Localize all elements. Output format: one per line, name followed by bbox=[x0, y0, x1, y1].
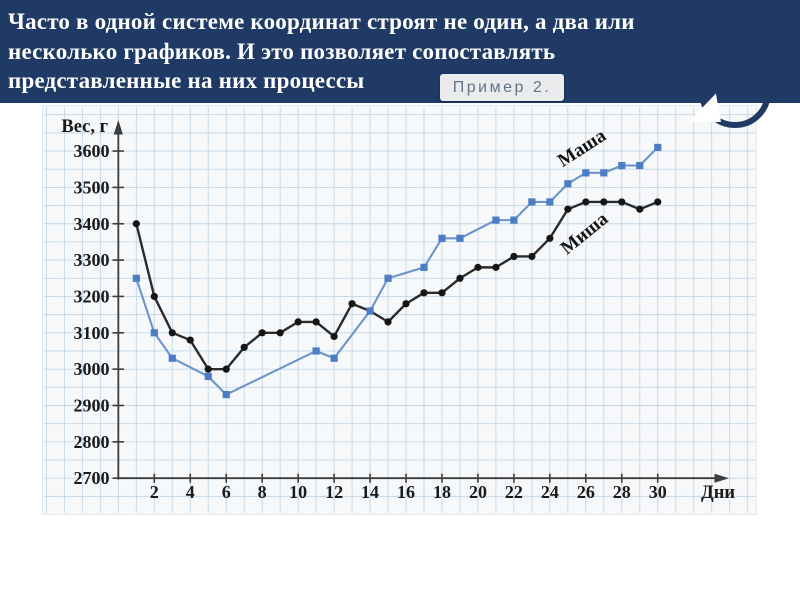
y-tick-label: 3300 bbox=[74, 250, 110, 270]
data-point-миша bbox=[528, 252, 536, 261]
x-tick-label: 8 bbox=[258, 482, 267, 502]
data-point-миша bbox=[438, 289, 446, 297]
y-tick-label: 3000 bbox=[74, 359, 110, 379]
data-point-миша bbox=[492, 263, 500, 271]
y-tick-label: 2800 bbox=[74, 432, 110, 452]
chart-panel: 2700 2800 2900 3000 3100 3200 3300 3400 3500 3600… bbox=[42, 105, 757, 515]
data-point-миша bbox=[564, 205, 572, 213]
x-tick-label: 18 bbox=[433, 482, 451, 502]
slide-title: Часто в одной системе координат строят н… bbox=[8, 7, 635, 96]
data-point-маша bbox=[528, 198, 536, 206]
data-point-миша bbox=[618, 198, 626, 206]
example-badge[interactable]: Пример 2. bbox=[440, 74, 564, 101]
data-point-маша bbox=[384, 274, 392, 282]
x-tick-label: 10 bbox=[289, 482, 307, 502]
data-point-маша bbox=[492, 216, 500, 224]
data-point-миша bbox=[384, 318, 392, 326]
x-tick-label: 30 bbox=[649, 482, 667, 502]
data-point-маша bbox=[312, 347, 320, 355]
y-axis-title: Вес, г bbox=[61, 117, 108, 137]
y-tick-label: 3400 bbox=[74, 214, 110, 234]
x-tick-label: 4 bbox=[186, 482, 195, 502]
data-point-миша bbox=[456, 274, 464, 282]
x-tick-label: 2 bbox=[150, 482, 159, 502]
data-point-маша bbox=[366, 307, 374, 315]
x-tick-label: 28 bbox=[613, 482, 631, 502]
slide-title-line-2: несколько графиков. И это позволяет сопо… bbox=[8, 38, 556, 64]
data-point-маша bbox=[456, 234, 464, 242]
data-point-миша bbox=[474, 263, 482, 271]
data-point-миша bbox=[330, 332, 338, 341]
data-point-маша bbox=[150, 329, 158, 337]
x-axis-arrow-icon bbox=[714, 473, 729, 483]
data-point-миша bbox=[546, 234, 554, 242]
weight-chart: 2700 2800 2900 3000 3100 3200 3300 3400 3500 3600… bbox=[44, 107, 755, 513]
data-point-маша bbox=[636, 161, 644, 170]
x-axis-title: Дни bbox=[701, 483, 735, 503]
slide-title-line-1: Часто в одной системе координат строят н… bbox=[8, 9, 635, 34]
y-tick-label: 3500 bbox=[74, 177, 110, 197]
x-tick-label: 22 bbox=[505, 482, 523, 502]
x-tick-label: 6 bbox=[222, 482, 231, 502]
y-axis-arrow-icon bbox=[113, 120, 123, 135]
decorative-ring bbox=[699, 56, 771, 128]
data-point-маша bbox=[420, 263, 428, 271]
x-tick-label: 20 bbox=[469, 482, 487, 502]
data-point-маша bbox=[132, 274, 140, 282]
data-point-маша bbox=[582, 169, 590, 177]
data-point-миша bbox=[510, 252, 518, 261]
data-point-миша bbox=[348, 300, 356, 308]
data-point-миша bbox=[168, 329, 176, 337]
data-point-миша bbox=[600, 198, 608, 206]
x-tick-label: 16 bbox=[397, 482, 415, 502]
data-point-миша bbox=[276, 329, 284, 337]
x-tick-label: 24 bbox=[541, 482, 559, 502]
data-point-маша bbox=[564, 180, 572, 188]
data-point-маша bbox=[654, 143, 662, 152]
data-point-миша bbox=[186, 336, 194, 344]
y-tick-label: 3100 bbox=[74, 323, 110, 343]
y-tick-label: 3200 bbox=[74, 286, 110, 306]
data-point-миша bbox=[420, 289, 428, 297]
data-point-миша bbox=[204, 365, 212, 373]
series-label-маша: Маша bbox=[554, 125, 610, 172]
x-tick-label: 14 bbox=[361, 482, 379, 502]
y-tick-label: 3600 bbox=[74, 141, 110, 161]
data-point-маша bbox=[168, 354, 176, 362]
y-tick-label: 2700 bbox=[74, 468, 110, 488]
data-point-миша bbox=[132, 220, 140, 228]
slide-title-line-3: представленные на них процессы bbox=[8, 68, 365, 93]
data-point-маша bbox=[204, 372, 212, 381]
data-point-маша bbox=[600, 169, 608, 177]
data-point-миша bbox=[294, 318, 302, 326]
y-tick-label: 2900 bbox=[74, 396, 110, 416]
title-band bbox=[0, 0, 800, 103]
data-point-миша bbox=[636, 205, 644, 213]
series-line-маша bbox=[135, 146, 659, 396]
data-point-маша bbox=[546, 198, 554, 206]
x-tick-label: 26 bbox=[577, 482, 595, 502]
data-point-миша bbox=[222, 365, 230, 373]
data-point-миша bbox=[654, 198, 662, 206]
data-point-миша bbox=[312, 318, 320, 326]
x-tick-label: 12 bbox=[325, 482, 343, 502]
data-point-миша bbox=[258, 329, 266, 337]
data-point-маша bbox=[510, 216, 518, 224]
data-point-миша bbox=[582, 198, 590, 206]
data-point-маша bbox=[222, 390, 230, 399]
data-point-миша bbox=[240, 343, 248, 351]
data-point-маша bbox=[618, 161, 626, 170]
data-point-маша bbox=[330, 354, 338, 362]
data-point-миша bbox=[402, 300, 410, 308]
data-point-маша bbox=[438, 234, 446, 242]
data-point-миша bbox=[150, 292, 158, 301]
